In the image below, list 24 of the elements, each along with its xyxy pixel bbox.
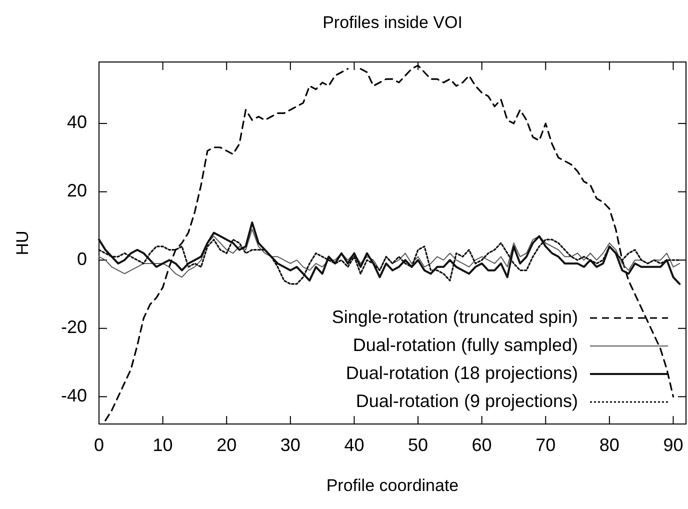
x-tick-label: 60 bbox=[472, 435, 492, 455]
line-series bbox=[98, 228, 680, 278]
x-axis-title: Profile coordinate bbox=[326, 476, 459, 495]
y-tick-label: 20 bbox=[66, 180, 87, 201]
x-tick-label: 30 bbox=[280, 435, 300, 455]
y-tick-label: 0 bbox=[76, 248, 87, 269]
legend-label: Single-rotation (truncated spin) bbox=[332, 306, 578, 327]
chart-title: Profiles inside VOI bbox=[322, 13, 462, 32]
x-tick-label: 0 bbox=[94, 435, 104, 455]
legend-label: Dual-rotation (18 projections) bbox=[346, 362, 578, 383]
x-tick-label: 50 bbox=[408, 435, 428, 455]
x-tick-label: 20 bbox=[216, 435, 237, 455]
legend-label: Dual-rotation (9 projections) bbox=[356, 390, 578, 411]
line-series bbox=[98, 222, 681, 285]
x-tick-label: 10 bbox=[152, 435, 173, 455]
y-tick-label: 40 bbox=[66, 112, 87, 132]
y-axis-title: HU bbox=[13, 230, 32, 256]
x-tick-label: 40 bbox=[344, 435, 364, 455]
y-tick-label: -40 bbox=[60, 385, 87, 406]
x-tick-label: 80 bbox=[599, 435, 620, 455]
legend-label: Dual-rotation (fully sampled) bbox=[352, 334, 578, 355]
y-tick-label: -20 bbox=[60, 317, 87, 338]
x-tick-label: 70 bbox=[536, 435, 556, 455]
x-tick-label: 90 bbox=[663, 435, 684, 455]
